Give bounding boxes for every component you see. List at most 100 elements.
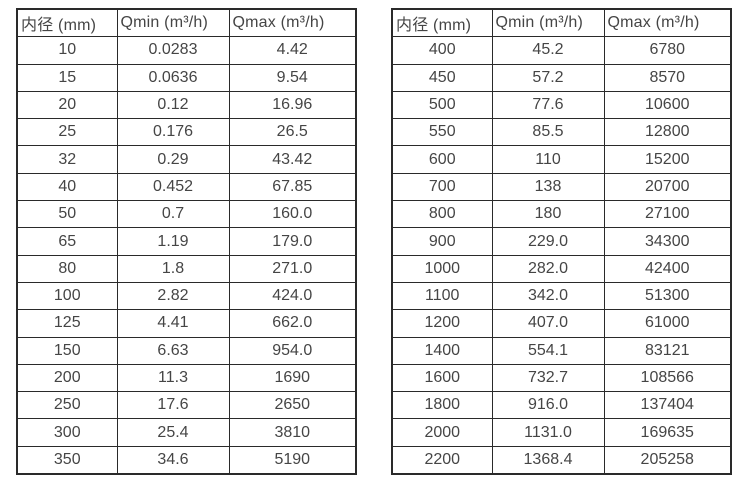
qmin-cell: 34.6 <box>116 445 230 475</box>
qmin-cell: 45.2 <box>491 36 605 65</box>
qmin-cell: 407.0 <box>491 309 605 338</box>
qmin-column-header: Qmin (m³/h) <box>116 8 230 38</box>
table-row: 150 6.63 954.0 <box>16 336 357 365</box>
diameter-cell: 550 <box>391 118 493 147</box>
qmax-cell: 2650 <box>228 391 357 420</box>
diameter-cell: 125 <box>16 309 118 338</box>
table-row: 65 1.19 179.0 <box>16 227 357 256</box>
diameter-cell: 900 <box>391 227 493 256</box>
table-row: 125 4.41 662.0 <box>16 309 357 338</box>
qmin-cell: 138 <box>491 172 605 202</box>
diameter-cell: 300 <box>16 418 118 447</box>
qmax-cell: 51300 <box>603 281 732 311</box>
diameter-cell: 20 <box>16 90 118 120</box>
diameter-cell: 1800 <box>391 391 493 420</box>
qmax-cell: 27100 <box>603 200 732 229</box>
diameter-column-header: 内径 (mm) <box>16 8 118 38</box>
diameter-cell: 1400 <box>391 336 493 365</box>
diameter-cell: 1600 <box>391 363 493 393</box>
qmin-cell: 85.5 <box>491 118 605 147</box>
qmin-cell: 180 <box>491 200 605 229</box>
table-row: 1600 732.7 108566 <box>391 363 732 393</box>
table-row: 40 0.452 67.85 <box>16 172 357 202</box>
diameter-cell: 25 <box>16 118 118 147</box>
table-row: 700 138 20700 <box>391 172 732 202</box>
qmax-column-header: Qmax (m³/h) <box>228 8 357 38</box>
diameter-cell: 2200 <box>391 445 493 475</box>
qmin-cell: 1368.4 <box>491 445 605 475</box>
table-row: 550 85.5 12800 <box>391 118 732 147</box>
qmin-cell: 554.1 <box>491 336 605 365</box>
qmin-cell: 282.0 <box>491 254 605 283</box>
qmax-cell: 169635 <box>603 418 732 447</box>
qmin-cell: 4.41 <box>116 309 230 338</box>
qmin-cell: 0.12 <box>116 90 230 120</box>
flow-table-small-diameters: 内径 (mm) Qmin (m³/h) Qmax (m³/h) 10 0.0283 4.… <box>16 8 357 476</box>
table-row: 800 180 27100 <box>391 200 732 229</box>
qmax-cell: 108566 <box>603 363 732 393</box>
qmin-cell: 1131.0 <box>491 418 605 447</box>
table-row: 1800 916.0 137404 <box>391 391 732 420</box>
qmax-cell: 1690 <box>228 363 357 393</box>
qmax-cell: 179.0 <box>228 227 357 256</box>
table-row: 400 45.2 6780 <box>391 36 732 65</box>
qmax-cell: 20700 <box>603 172 732 202</box>
table-row: 300 25.4 3810 <box>16 418 357 447</box>
qmax-cell: 424.0 <box>228 281 357 311</box>
table-row: 350 34.6 5190 <box>16 445 357 475</box>
diameter-cell: 150 <box>16 336 118 365</box>
qmax-cell: 12800 <box>603 118 732 147</box>
qmax-cell: 61000 <box>603 309 732 338</box>
table-row: 50 0.7 160.0 <box>16 200 357 229</box>
qmax-cell: 34300 <box>603 227 732 256</box>
table-row: 500 77.6 10600 <box>391 90 732 120</box>
qmin-cell: 17.6 <box>116 391 230 420</box>
table-row: 600 110 15200 <box>391 145 732 174</box>
diameter-cell: 500 <box>391 90 493 120</box>
qmin-cell: 916.0 <box>491 391 605 420</box>
diameter-cell: 1000 <box>391 254 493 283</box>
qmax-cell: 26.5 <box>228 118 357 147</box>
diameter-cell: 1100 <box>391 281 493 311</box>
table-row: 1200 407.0 61000 <box>391 309 732 338</box>
table-row: 32 0.29 43.42 <box>16 145 357 174</box>
diameter-cell: 350 <box>16 445 118 475</box>
table-row: 2200 1368.4 205258 <box>391 445 732 475</box>
qmin-cell: 25.4 <box>116 418 230 447</box>
diameter-cell: 450 <box>391 63 493 92</box>
qmax-cell: 9.54 <box>228 63 357 92</box>
qmax-cell: 271.0 <box>228 254 357 283</box>
qmin-cell: 0.452 <box>116 172 230 202</box>
table-row: 1400 554.1 83121 <box>391 336 732 365</box>
qmin-cell: 732.7 <box>491 363 605 393</box>
table-row: 25 0.176 26.5 <box>16 118 357 147</box>
qmin-cell: 57.2 <box>491 63 605 92</box>
table-row: 1100 342.0 51300 <box>391 281 732 311</box>
qmax-cell: 8570 <box>603 63 732 92</box>
qmax-cell: 4.42 <box>228 36 357 65</box>
table-row: 200 11.3 1690 <box>16 363 357 393</box>
qmax-cell: 83121 <box>603 336 732 365</box>
qmin-cell: 0.7 <box>116 200 230 229</box>
table-row: 10 0.0283 4.42 <box>16 36 357 65</box>
qmin-cell: 110 <box>491 145 605 174</box>
qmin-cell: 1.8 <box>116 254 230 283</box>
qmax-cell: 3810 <box>228 418 357 447</box>
diameter-cell: 15 <box>16 63 118 92</box>
table-row: 1000 282.0 42400 <box>391 254 732 283</box>
qmax-cell: 5190 <box>228 445 357 475</box>
diameter-cell: 800 <box>391 200 493 229</box>
qmin-column-header: Qmin (m³/h) <box>491 8 605 38</box>
qmin-cell: 229.0 <box>491 227 605 256</box>
qmin-cell: 6.63 <box>116 336 230 365</box>
qmax-cell: 6780 <box>603 36 732 65</box>
qmin-cell: 0.0636 <box>116 63 230 92</box>
qmin-cell: 2.82 <box>116 281 230 311</box>
qmax-cell: 10600 <box>603 90 732 120</box>
qmax-cell: 160.0 <box>228 200 357 229</box>
qmax-cell: 205258 <box>603 445 732 475</box>
table-row: 80 1.8 271.0 <box>16 254 357 283</box>
table-row: 900 229.0 34300 <box>391 227 732 256</box>
header-row: 内径 (mm) Qmin (m³/h) Qmax (m³/h) <box>391 8 732 38</box>
diameter-cell: 50 <box>16 200 118 229</box>
